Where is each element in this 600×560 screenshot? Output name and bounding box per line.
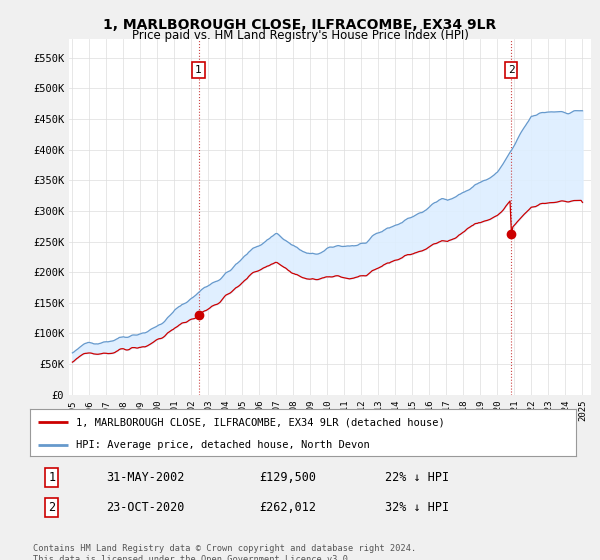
Text: 1: 1 — [48, 470, 55, 484]
Text: Contains HM Land Registry data © Crown copyright and database right 2024.
This d: Contains HM Land Registry data © Crown c… — [33, 544, 416, 560]
Text: 1, MARLBOROUGH CLOSE, ILFRACOMBE, EX34 9LR (detached house): 1, MARLBOROUGH CLOSE, ILFRACOMBE, EX34 9… — [76, 417, 445, 427]
Text: 2: 2 — [508, 65, 515, 75]
Text: 1: 1 — [195, 65, 202, 75]
Text: 32% ↓ HPI: 32% ↓ HPI — [385, 501, 449, 515]
Text: 22% ↓ HPI: 22% ↓ HPI — [385, 470, 449, 484]
Text: £262,012: £262,012 — [259, 501, 316, 515]
Text: Price paid vs. HM Land Registry's House Price Index (HPI): Price paid vs. HM Land Registry's House … — [131, 29, 469, 42]
Text: 23-OCT-2020: 23-OCT-2020 — [106, 501, 185, 515]
Text: 31-MAY-2002: 31-MAY-2002 — [106, 470, 185, 484]
Text: £129,500: £129,500 — [259, 470, 316, 484]
Text: HPI: Average price, detached house, North Devon: HPI: Average price, detached house, Nort… — [76, 440, 370, 450]
Text: 1, MARLBOROUGH CLOSE, ILFRACOMBE, EX34 9LR: 1, MARLBOROUGH CLOSE, ILFRACOMBE, EX34 9… — [103, 18, 497, 32]
Text: 2: 2 — [48, 501, 55, 515]
